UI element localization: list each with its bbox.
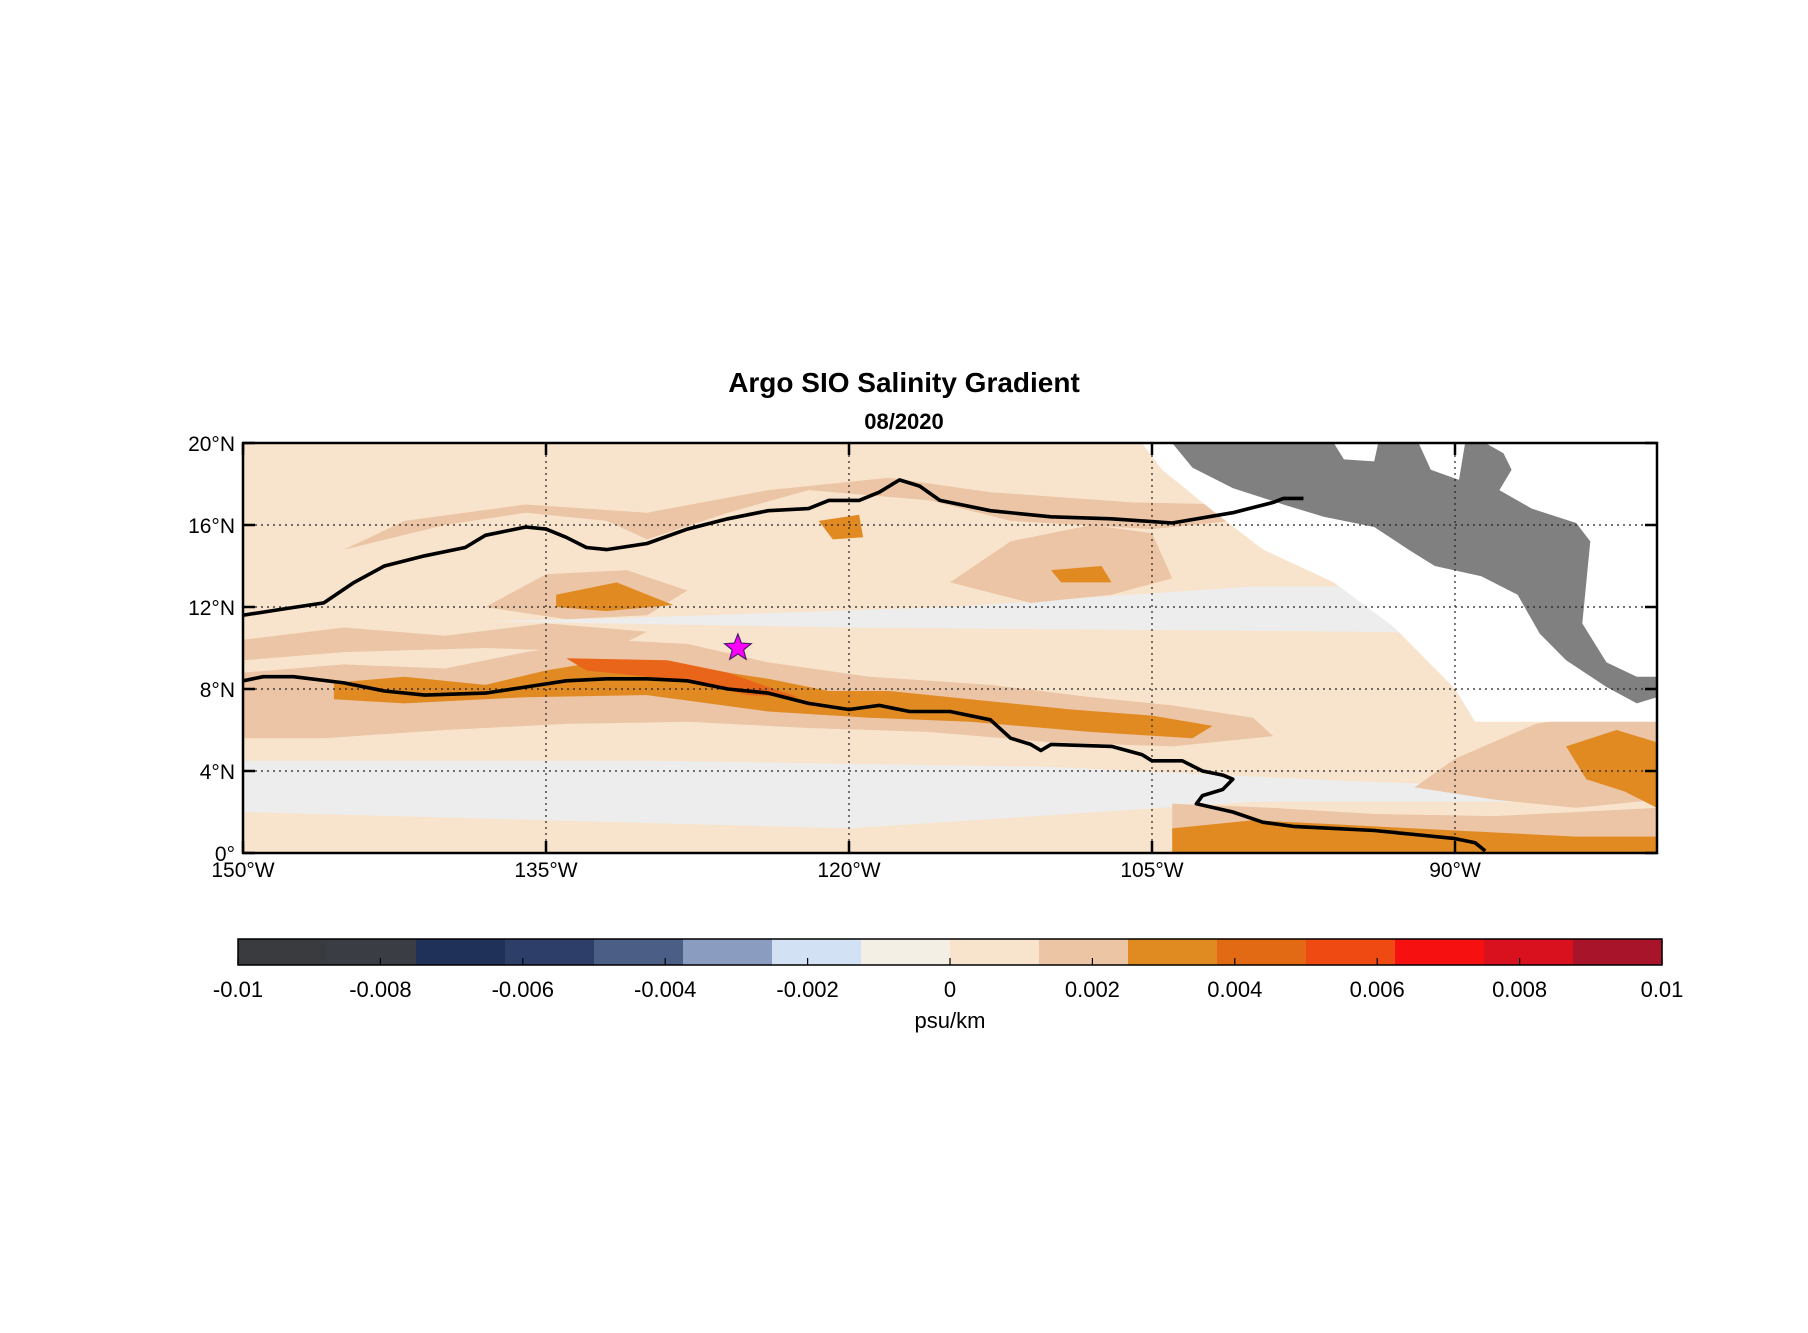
map-plot-area [243,443,1657,853]
field-west-ridge [243,623,647,661]
y-tick-label: 8°N [200,679,235,702]
colorbar-swatch [683,939,773,965]
colorbar-swatch [950,939,1040,965]
colorbar-tick-label: 0.004 [1207,977,1262,1002]
chart-title: Argo SIO Salinity Gradient [728,367,1080,398]
colorbar-swatch [1217,939,1307,965]
field-core-south [1172,820,1657,853]
north-front-line [243,478,1304,617]
x-tick-label: 135°W [514,859,577,882]
field-core-patch-b [818,514,864,540]
colorbar-tick-label: -0.004 [634,977,696,1002]
field-north-patch-b [950,525,1173,603]
y-tick-label: 4°N [200,761,235,784]
x-tick-label: 150°W [211,859,274,882]
colorbar-tick-label: 0.008 [1492,977,1547,1002]
gulf-of-mexico-edge [1333,443,1379,462]
field-core-east [1566,730,1657,808]
field-max-west [566,658,799,698]
y-tick-label: 16°N [188,515,235,538]
colorbar-swatch [1395,939,1485,965]
x-tick-label: 120°W [817,859,880,882]
plot-frame [241,441,1659,855]
colorbar-tick-label: -0.006 [492,977,554,1002]
y-tick-label: 0° [215,843,235,866]
colorbar-tick-label: -0.002 [776,977,838,1002]
y-tick-label: 12°N [188,597,235,620]
colorbar-swatch [1484,939,1574,965]
field-north-ridge [344,477,1274,550]
colorbar-tick-label: -0.008 [349,977,411,1002]
colorbar-swatch [861,939,951,965]
colorbar-swatch [416,939,506,965]
colorbar-tick-label: 0.01 [1641,977,1684,1002]
colorbar-tick-label: 0.002 [1065,977,1120,1002]
colorbar-tick-label: -0.01 [213,977,263,1002]
colorbar-swatch [327,939,417,965]
yucatan-water [1418,443,1466,480]
chart-subtitle: 08/2020 [864,409,944,434]
colorbar: -0.01 -0.008 -0.006 -0.004 -0.002 0 0.002 0.004… [213,938,1684,1002]
field-core-west [333,660,1213,739]
y-tick-label: 20°N [188,433,235,456]
x-tick-label: 105°W [1120,859,1183,882]
field-core-patch-a [556,582,674,612]
field-core-patch-c [1051,566,1112,583]
colorbar-swatch [505,939,595,965]
south-front-line [243,674,1487,853]
x-tick-label: 90°W [1429,859,1481,882]
colorbar-swatch [772,939,862,965]
colorbar-tick-label: 0 [944,977,956,1002]
land-central-america [1172,443,1657,704]
colorbar-swatch [1306,939,1396,965]
colorbar-swatch [1039,939,1129,965]
colorbar-tick-label: 0.006 [1350,977,1405,1002]
colorbar-swatch [238,939,328,965]
colorbar-swatch [1128,939,1218,965]
colorbar-label: psu/km [915,1008,986,1033]
colorbar-swatch [594,939,684,965]
colorbar-swatch [1573,939,1663,965]
location-star-marker [723,632,753,661]
